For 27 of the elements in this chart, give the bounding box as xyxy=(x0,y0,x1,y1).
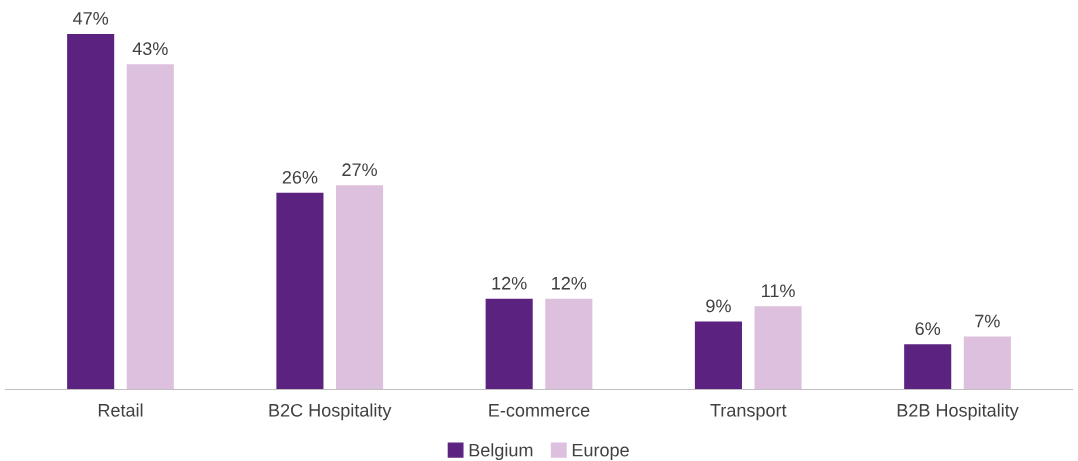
data-label: 27% xyxy=(342,163,377,177)
bar xyxy=(336,185,384,390)
bar xyxy=(545,298,593,390)
bar xyxy=(963,336,1011,390)
data-label: 12% xyxy=(552,276,587,290)
legend-label: Europe xyxy=(572,443,629,461)
bar xyxy=(67,33,115,390)
bar xyxy=(276,192,324,390)
bar xyxy=(485,298,533,390)
data-label: 26% xyxy=(282,170,318,184)
x-tick-label: Transport xyxy=(710,404,787,421)
data-label: 11% xyxy=(762,284,795,298)
data-label: 43% xyxy=(132,42,168,56)
data-label: 9% xyxy=(706,299,731,313)
data-label: 7% xyxy=(975,314,1000,328)
bar xyxy=(126,64,174,390)
data-label: 12% xyxy=(492,276,527,290)
bar xyxy=(754,306,802,390)
x-tick-label: Retail xyxy=(98,403,143,417)
x-tick-label: E-commerce xyxy=(489,404,590,417)
x-tick-label: B2B Hospitality xyxy=(897,403,1019,421)
bar xyxy=(904,344,952,390)
data-label: 6% xyxy=(915,322,941,336)
bar xyxy=(694,321,742,390)
legend-label: Belgium xyxy=(469,443,533,461)
data-label: 47% xyxy=(73,12,109,25)
x-tick-label: B2C Hospitality xyxy=(269,403,392,421)
